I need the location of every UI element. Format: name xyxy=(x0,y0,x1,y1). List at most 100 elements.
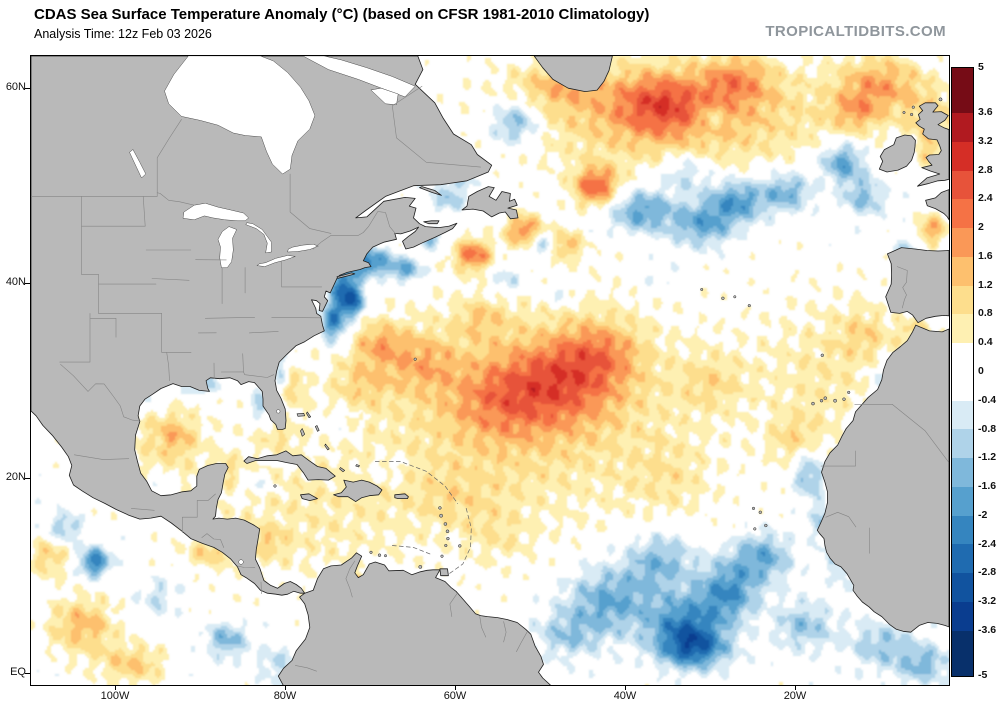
colorbar-label: 2.4 xyxy=(978,192,993,205)
political-border xyxy=(281,261,322,288)
colorbar-segment xyxy=(952,400,973,430)
colorbar-label: 2.8 xyxy=(978,163,993,176)
colorbar-label: -3.6 xyxy=(978,624,997,636)
political-border xyxy=(892,404,949,462)
island xyxy=(324,443,330,451)
island xyxy=(413,357,417,361)
colorbar-segment xyxy=(952,228,973,257)
lon-label: 20W xyxy=(783,690,807,702)
island xyxy=(819,399,824,403)
lon-label: 40W xyxy=(613,690,637,702)
political-border xyxy=(295,665,317,672)
political-border xyxy=(392,85,481,168)
island xyxy=(446,536,450,541)
colorbar-label: 2 xyxy=(978,221,984,234)
colorbar-label: -0.8 xyxy=(978,422,997,435)
political-border xyxy=(242,353,244,373)
island xyxy=(751,506,756,510)
political-border xyxy=(249,331,279,334)
page-title: CDAS Sea Surface Temperature Anomaly (°C… xyxy=(34,6,650,23)
colorbar-segment xyxy=(952,285,973,315)
political-border xyxy=(260,581,262,594)
lake xyxy=(276,409,281,414)
political-border xyxy=(60,364,141,422)
colorbar-segment xyxy=(952,544,973,574)
island xyxy=(355,464,360,468)
lon-tick xyxy=(285,686,286,690)
lat-label: 60N xyxy=(5,81,26,94)
island xyxy=(842,397,846,401)
lake xyxy=(238,559,244,565)
colorbar-segment xyxy=(952,630,973,676)
island xyxy=(273,484,277,488)
bay-water xyxy=(370,87,399,106)
landmass xyxy=(243,450,336,481)
colorbar-label: 0.8 xyxy=(978,307,993,320)
landmass xyxy=(423,220,440,225)
island xyxy=(306,411,311,418)
colorbar-label: -1.6 xyxy=(978,480,997,493)
analysis-time: Analysis Time: 12z Feb 03 2026 xyxy=(34,27,212,41)
bay-water xyxy=(302,56,416,98)
island xyxy=(377,553,382,557)
landmass xyxy=(816,324,949,633)
colorbar-label: -2 xyxy=(978,508,988,521)
political-border xyxy=(81,274,99,314)
political-border xyxy=(516,631,528,652)
colorbar-label: 3.2 xyxy=(978,134,993,147)
political-border xyxy=(201,533,225,548)
lat-tick xyxy=(25,88,30,90)
political-border xyxy=(74,454,130,460)
colorbar-segment xyxy=(952,458,973,487)
colorbar-label: 0 xyxy=(978,365,984,377)
landmass xyxy=(300,493,318,501)
island xyxy=(339,467,345,473)
island xyxy=(902,111,906,114)
lon-tick xyxy=(795,686,796,690)
colorbar-label: -1.2 xyxy=(978,451,997,464)
political-border xyxy=(161,313,192,353)
political-border xyxy=(236,565,256,568)
colorbar-segment xyxy=(952,68,973,113)
political-border xyxy=(820,450,856,467)
colorbar-label: 0.4 xyxy=(978,336,993,349)
island xyxy=(811,401,815,406)
landmass xyxy=(878,134,916,173)
lon-tick xyxy=(455,686,456,690)
colorbar-label: 3.6 xyxy=(978,106,993,118)
colorbar-label: 1.2 xyxy=(978,278,993,291)
island xyxy=(384,554,387,558)
island xyxy=(458,544,462,548)
colorbar-label: -2.8 xyxy=(978,566,997,579)
lat-tick xyxy=(25,478,30,480)
island xyxy=(747,304,751,308)
political-border xyxy=(896,266,908,309)
island xyxy=(911,105,915,109)
colorbar-label: -0.4 xyxy=(978,393,997,406)
political-border xyxy=(31,192,195,206)
lake xyxy=(245,222,272,254)
colorbar-label: -5 xyxy=(978,669,988,681)
lon-tick xyxy=(625,686,626,690)
lat-label: 20N xyxy=(5,471,26,484)
island xyxy=(733,295,737,299)
landmass xyxy=(419,186,442,196)
maritime-dashed-line xyxy=(391,545,431,555)
lon-label: 60W xyxy=(443,690,467,702)
landmass xyxy=(925,189,949,221)
political-border xyxy=(156,119,182,193)
lon-tick xyxy=(115,686,116,690)
colorbar-label: 5 xyxy=(978,61,984,73)
colorbar-segment xyxy=(952,486,973,516)
site-watermark: TROPICALTIDBITS.COM xyxy=(765,23,946,40)
colorbar-label: 1.6 xyxy=(978,249,993,262)
colorbar-segment xyxy=(952,113,973,142)
lat-tick xyxy=(25,283,30,285)
political-border xyxy=(166,352,170,381)
lake xyxy=(256,255,296,267)
island xyxy=(445,529,450,534)
island xyxy=(753,527,757,531)
lat-tick xyxy=(25,673,30,675)
island xyxy=(721,296,725,300)
lon-label: 100W xyxy=(100,690,130,702)
